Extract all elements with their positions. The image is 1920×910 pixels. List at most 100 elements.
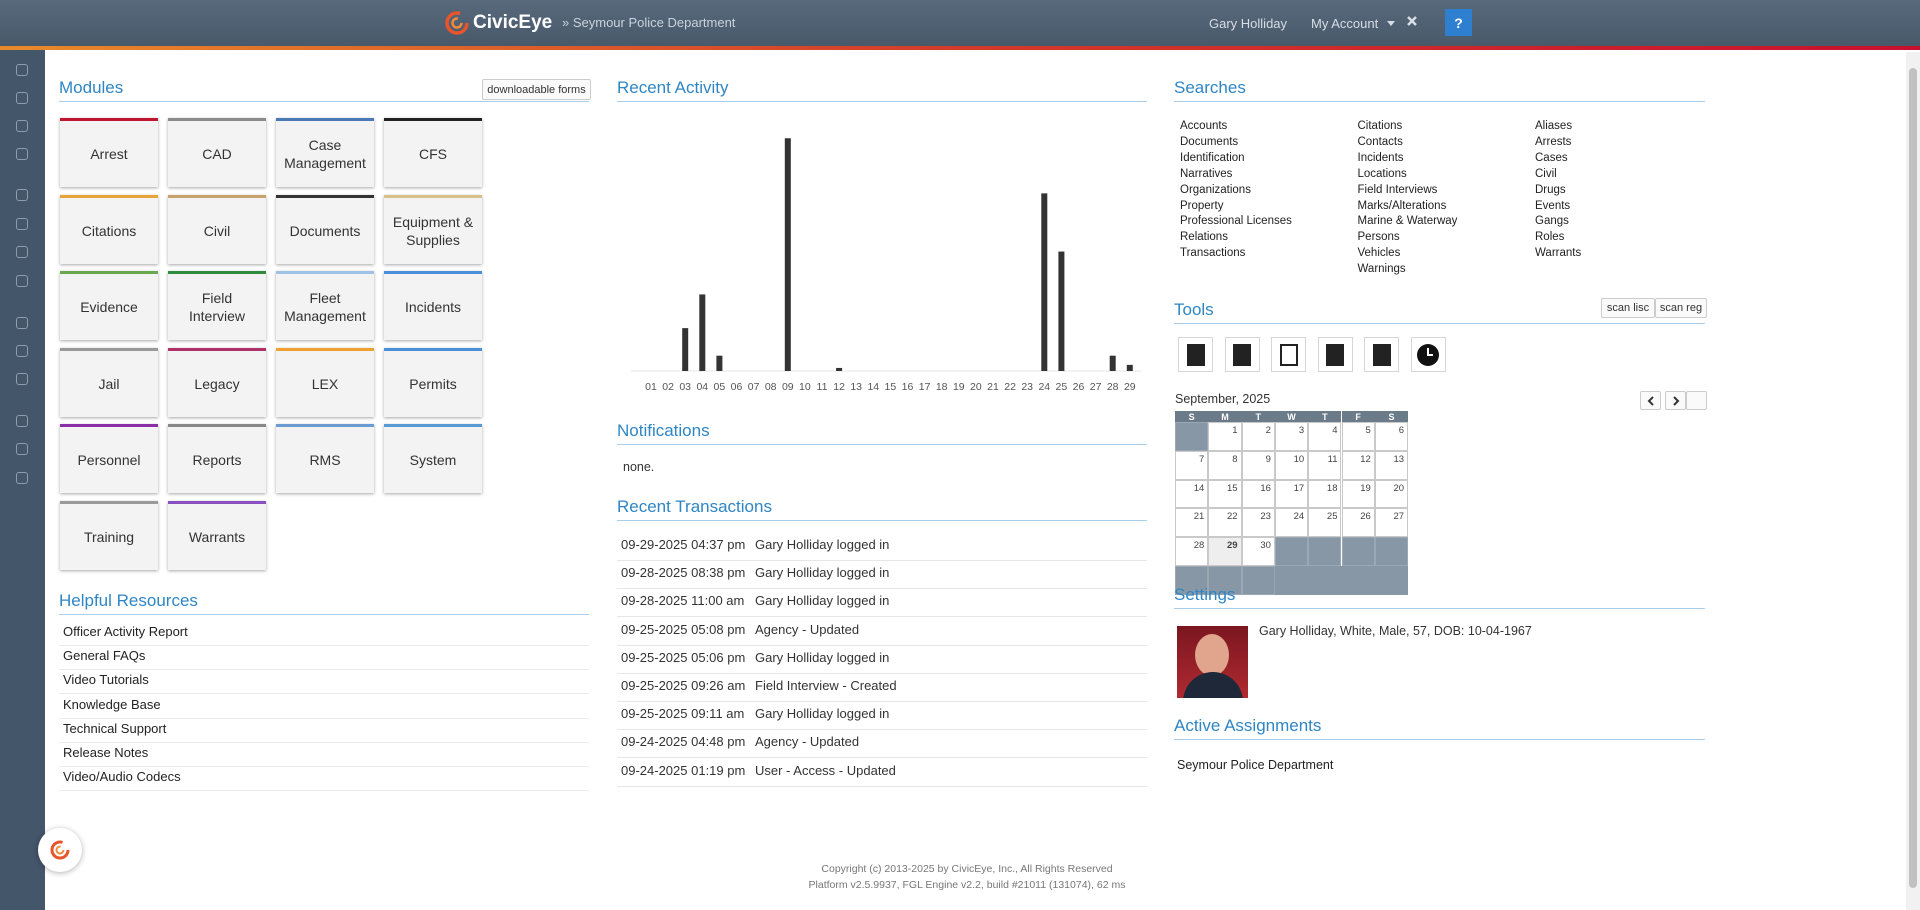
search-link[interactable]: Gangs [1535, 215, 1569, 228]
calendar-day[interactable]: 18 [1308, 479, 1342, 509]
calendar-day[interactable]: 4 [1308, 422, 1342, 451]
module-tile[interactable]: Incidents [384, 271, 482, 340]
calendar-nav[interactable] [1665, 391, 1686, 410]
resource-link[interactable]: Knowledge Base [59, 696, 589, 719]
search-link[interactable]: Field Interviews [1357, 183, 1438, 196]
module-tile[interactable]: Equipment & Supplies [384, 194, 482, 264]
calendar-day[interactable]: 15 [1208, 479, 1242, 509]
calendar-day[interactable]: 27 [1374, 508, 1409, 538]
resource-link[interactable]: Release Notes [59, 744, 589, 767]
search-link[interactable]: Property [1180, 199, 1224, 212]
module-tile[interactable]: System [384, 424, 482, 493]
module-tile[interactable]: Evidence [60, 271, 158, 340]
calendar-day[interactable]: 25 [1308, 508, 1342, 538]
tool-icon[interactable] [1178, 337, 1213, 372]
calendar-grid-button[interactable] [1686, 391, 1707, 410]
search-link[interactable]: Relations [1180, 231, 1228, 244]
search-link[interactable]: Cases [1535, 151, 1568, 164]
module-tile[interactable]: Reports [168, 424, 266, 493]
search-link[interactable]: Locations [1357, 167, 1407, 180]
calendar-day[interactable]: 14 [1175, 479, 1209, 509]
module-tile[interactable]: Permits [384, 347, 482, 417]
module-tile[interactable]: LEX [276, 347, 374, 417]
module-tile[interactable]: Jail [60, 347, 158, 417]
sidebar-icon[interactable] [16, 472, 28, 484]
search-link[interactable]: Documents [1180, 135, 1239, 148]
calendar-day[interactable]: 17 [1274, 479, 1309, 509]
resource-link[interactable]: Technical Support [59, 720, 589, 743]
search-link[interactable]: Transactions [1180, 247, 1246, 260]
close-icon[interactable] [1406, 15, 1418, 27]
calendar-nav[interactable] [1640, 391, 1661, 410]
sidebar-icon[interactable] [16, 345, 28, 357]
sidebar-icon[interactable] [16, 443, 28, 455]
module-tile[interactable]: Citations [60, 194, 158, 264]
chat-launcher[interactable] [38, 828, 82, 872]
search-link[interactable]: Contacts [1357, 135, 1403, 148]
calendar-day[interactable]: 12 [1341, 450, 1375, 480]
calendar-day[interactable]: 5 [1341, 422, 1375, 451]
module-tile[interactable]: Warrants [168, 500, 266, 570]
sidebar-icon[interactable] [16, 275, 28, 287]
module-tile[interactable]: RMS [276, 424, 374, 493]
calendar-day[interactable]: 26 [1341, 508, 1375, 538]
calendar-day[interactable]: 29 [1208, 537, 1242, 566]
sidebar-icon[interactable] [16, 92, 28, 104]
search-link[interactable]: Marine & Waterway [1357, 215, 1458, 228]
search-link[interactable]: Civil [1535, 167, 1557, 180]
search-link[interactable]: Professional Licenses [1180, 215, 1292, 228]
sidebar-icon[interactable] [16, 415, 28, 427]
calendar-day[interactable]: 6 [1374, 422, 1409, 451]
help-button[interactable]: ? [1445, 9, 1472, 36]
calendar-day[interactable]: 8 [1208, 450, 1242, 480]
module-tile[interactable]: Training [60, 500, 158, 570]
resource-link[interactable]: Video Tutorials [59, 671, 589, 695]
resource-link[interactable]: General FAQs [59, 647, 589, 671]
calendar-day[interactable]: 7 [1175, 450, 1209, 480]
calendar-day[interactable]: 24 [1274, 508, 1309, 538]
scroll-thumb[interactable] [1909, 68, 1917, 888]
calendar-day[interactable]: 28 [1175, 537, 1209, 566]
module-tile[interactable]: Case Management [276, 118, 374, 187]
sidebar-icon[interactable] [16, 189, 28, 201]
calendar-day[interactable]: 19 [1341, 479, 1375, 509]
search-link[interactable]: Warrants [1535, 247, 1582, 260]
search-link[interactable]: Persons [1357, 231, 1400, 244]
calendar-day[interactable]: 1 [1208, 422, 1242, 451]
search-link[interactable]: Events [1535, 199, 1571, 212]
tool-icon[interactable] [1410, 337, 1446, 372]
sidebar-icon[interactable] [16, 120, 28, 132]
module-tile[interactable]: Legacy [168, 347, 266, 417]
calendar-day[interactable]: 16 [1241, 479, 1275, 509]
sidebar-icon[interactable] [16, 246, 28, 258]
sidebar-icon[interactable] [16, 317, 28, 329]
sidebar-icon[interactable] [16, 64, 28, 76]
calendar-day[interactable]: 2 [1241, 422, 1275, 451]
module-tile[interactable]: Fleet Management [276, 271, 374, 340]
calendar-day[interactable]: 10 [1274, 450, 1309, 480]
calendar-day[interactable]: 3 [1274, 422, 1309, 451]
search-link[interactable]: Aliases [1535, 120, 1573, 132]
tool-icon[interactable] [1364, 337, 1399, 372]
calendar-day[interactable]: 21 [1175, 508, 1209, 538]
search-link[interactable]: Identification [1180, 151, 1245, 164]
module-tile[interactable]: Arrest [60, 118, 158, 187]
my-account[interactable]: My Account [1311, 16, 1379, 31]
module-tile[interactable]: Civil [168, 194, 266, 264]
calendar-day[interactable]: 9 [1241, 450, 1275, 480]
sidebar-icon[interactable] [16, 148, 28, 160]
tool-icon[interactable] [1224, 337, 1260, 372]
search-link[interactable]: Arrests [1535, 135, 1572, 148]
calendar-day[interactable]: 30 [1241, 537, 1275, 566]
calendar-day[interactable]: 22 [1208, 508, 1242, 538]
search-link[interactable]: Warnings [1357, 263, 1406, 276]
calendar-day[interactable]: 20 [1374, 479, 1409, 509]
sidebar-icon[interactable] [16, 373, 28, 385]
search-link[interactable]: Accounts [1180, 120, 1228, 132]
search-link[interactable]: Marks/Alterations [1357, 199, 1447, 212]
search-link[interactable]: Drugs [1535, 183, 1566, 196]
calendar-day[interactable]: 11 [1308, 450, 1342, 480]
forms-button[interactable]: downloadable forms [482, 79, 591, 100]
calendar-day[interactable]: 13 [1374, 450, 1409, 480]
calendar-day[interactable]: 23 [1241, 508, 1275, 538]
